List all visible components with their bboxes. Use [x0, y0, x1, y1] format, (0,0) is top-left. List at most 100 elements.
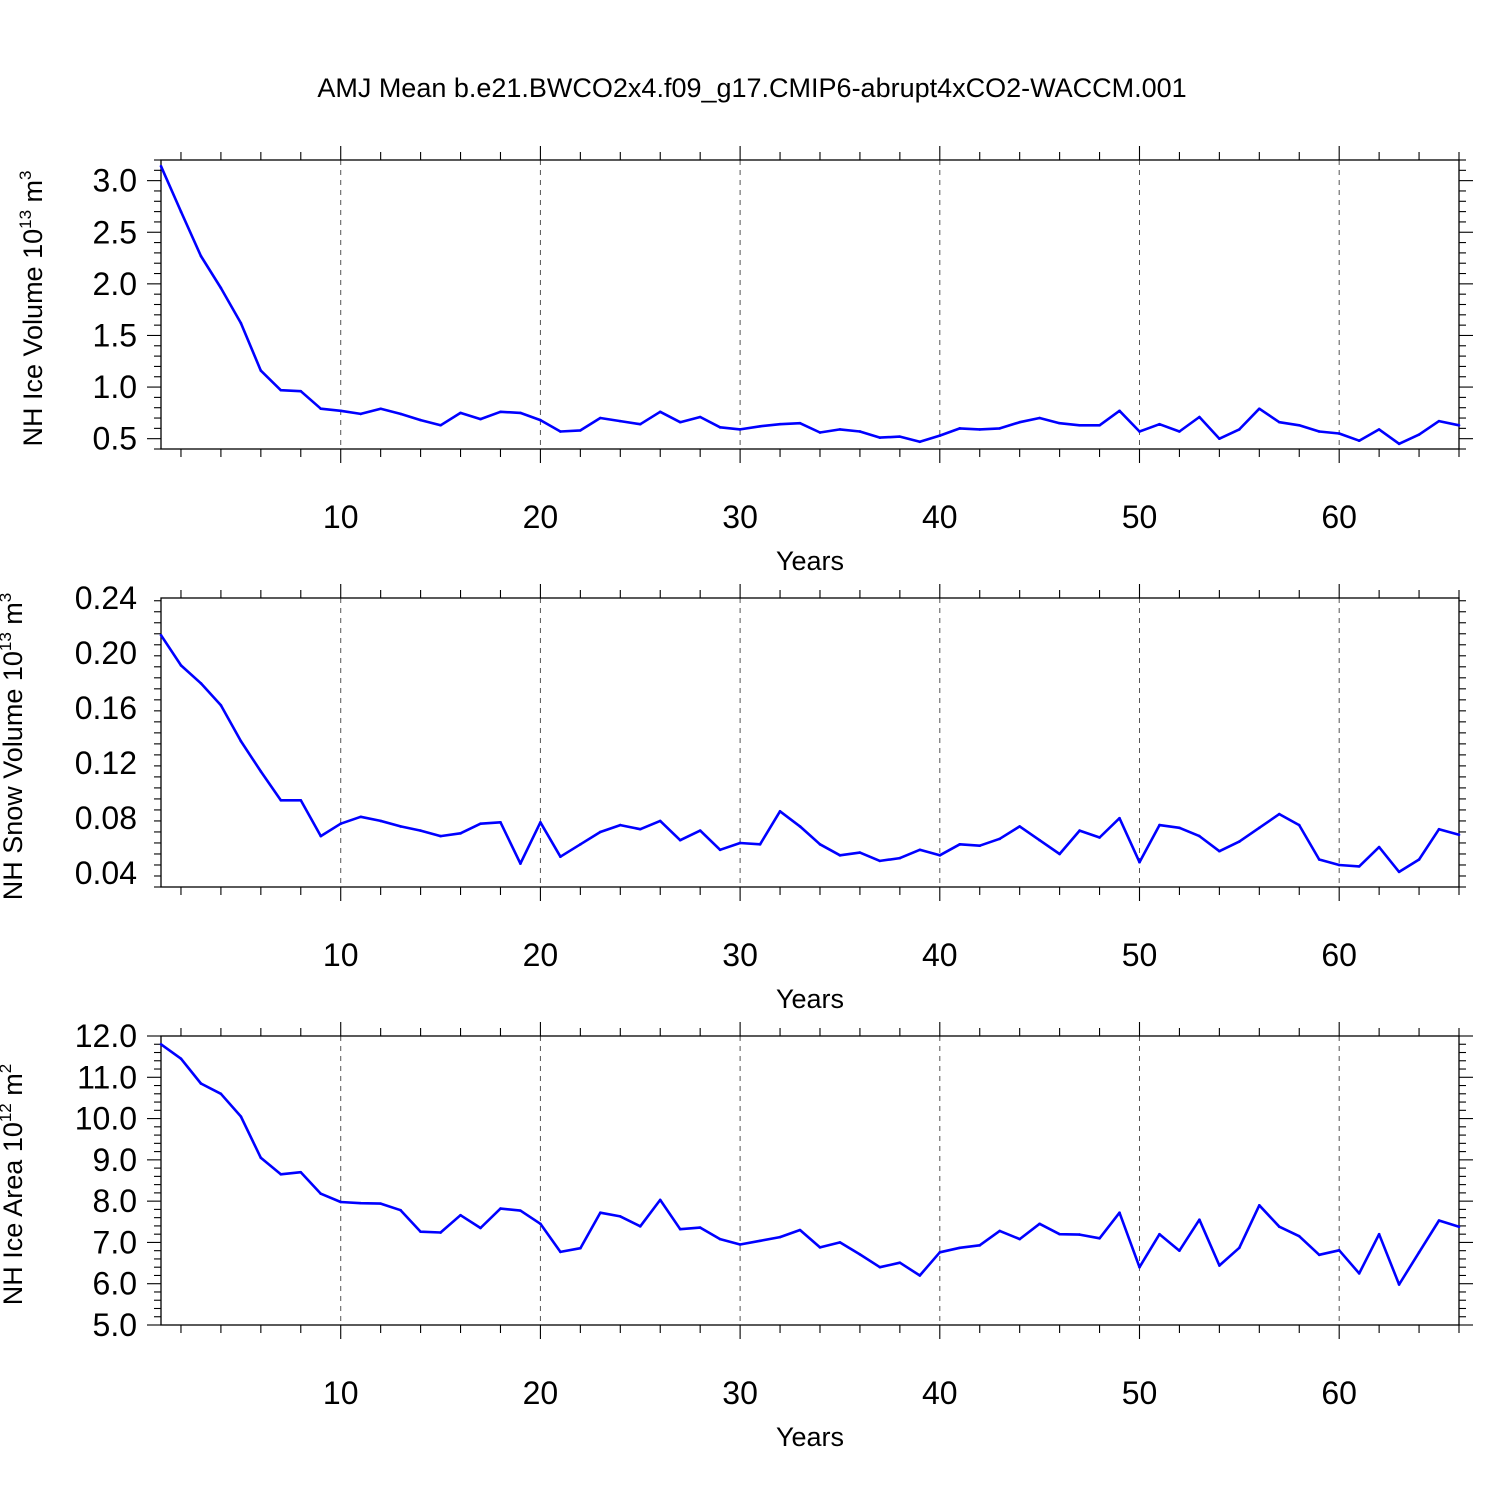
- data-point: [239, 1115, 243, 1118]
- x-tick-label: 10: [323, 937, 359, 973]
- data-point: [439, 834, 442, 838]
- data-point: [1397, 442, 1401, 446]
- data-point: [279, 799, 283, 802]
- data-point: [1437, 827, 1441, 831]
- data-point: [658, 410, 662, 414]
- data-point: [678, 420, 682, 424]
- data-point: [439, 423, 442, 427]
- data-point: [698, 415, 702, 419]
- data-point: [179, 210, 183, 213]
- y-tick-label: 3.0: [93, 163, 137, 199]
- data-point: [1437, 1219, 1441, 1222]
- data-point: [858, 1253, 862, 1256]
- x-tick-label: 20: [523, 1375, 559, 1411]
- data-point: [858, 430, 862, 433]
- data-point: [1098, 423, 1101, 427]
- data-point: [219, 286, 223, 290]
- data-point: [1138, 1265, 1141, 1269]
- data-point: [1377, 845, 1381, 849]
- y-tick-label: 0.04: [75, 855, 137, 891]
- data-point: [1118, 409, 1121, 413]
- data-point: [1158, 422, 1161, 426]
- data-point: [239, 739, 243, 743]
- data-point: [339, 1200, 343, 1204]
- data-point: [579, 1246, 582, 1250]
- data-point: [698, 1226, 702, 1229]
- data-point: [199, 254, 203, 258]
- data-point: [998, 837, 1002, 841]
- data-point: [499, 1207, 502, 1210]
- data-point: [638, 827, 642, 831]
- y-tick-label: 10.0: [75, 1101, 137, 1137]
- data-point: [379, 819, 382, 823]
- data-point: [1218, 437, 1221, 440]
- x-tick-label: 30: [722, 1375, 758, 1411]
- data-point: [978, 428, 982, 431]
- x-tick-label: 40: [922, 937, 958, 973]
- x-tick-label: 40: [922, 499, 958, 535]
- data-point: [1357, 865, 1361, 868]
- data-point: [379, 1202, 382, 1205]
- data-point: [1098, 1237, 1101, 1240]
- y-tick-label: 7.0: [93, 1224, 137, 1260]
- data-point: [339, 409, 343, 413]
- data-point: [618, 419, 622, 423]
- data-point: [559, 855, 562, 859]
- data-point: [738, 428, 742, 431]
- data-point: [539, 1222, 542, 1226]
- panel-snow-volume: 10 20 30 40 50 60 0.04 0.08 0.12 0.16 0.20 0.24 Year…: [0, 580, 1466, 1014]
- data-point: [738, 1243, 742, 1246]
- y-tick-label: 12.0: [75, 1018, 137, 1054]
- data-point: [1118, 1211, 1121, 1215]
- data-point: [1457, 423, 1461, 427]
- data-point: [459, 832, 462, 835]
- data-point: [1138, 860, 1141, 864]
- data-point: [559, 430, 562, 433]
- y-axis-title: NH Ice Area 1012 m2: [0, 1064, 28, 1305]
- data-point: [1317, 430, 1321, 433]
- data-point: [778, 422, 782, 426]
- data-point: [559, 1250, 562, 1254]
- data-point: [419, 1230, 422, 1233]
- data-point: [199, 1082, 203, 1085]
- data-point: [998, 1229, 1002, 1233]
- data-point: [818, 1246, 822, 1249]
- data-point: [858, 851, 862, 854]
- data-point: [978, 844, 982, 848]
- data-point: [1058, 421, 1061, 425]
- data-point: [878, 1265, 882, 1269]
- data-point: [1178, 1249, 1181, 1252]
- data-point: [798, 825, 802, 828]
- data-point: [1397, 1283, 1401, 1286]
- data-point: [1377, 428, 1381, 431]
- figure-title: AMJ Mean b.e21.BWCO2x4.f09_g17.CMIP6-abr…: [317, 73, 1186, 103]
- data-point: [1277, 812, 1281, 816]
- data-point: [179, 664, 183, 667]
- x-tick-label: 50: [1122, 499, 1158, 535]
- data-point: [1377, 1232, 1381, 1236]
- data-point: [359, 412, 362, 416]
- data-point: [1297, 1234, 1301, 1238]
- data-point: [239, 321, 243, 325]
- data-point: [838, 854, 842, 857]
- y-axis-title: NH Snow Volume 1013 m3: [0, 593, 28, 901]
- data-point: [798, 1228, 802, 1232]
- x-tick-label: 10: [323, 499, 359, 535]
- data-point: [818, 431, 822, 434]
- data-point: [1158, 1232, 1161, 1236]
- data-point: [599, 830, 602, 834]
- data-point: [599, 416, 602, 420]
- data-point: [1038, 838, 1041, 842]
- data-point: [938, 434, 942, 437]
- data-point: [179, 1057, 183, 1061]
- data-point: [1357, 439, 1361, 443]
- y-tick-label: 0.20: [75, 635, 137, 671]
- data-point: [599, 1211, 602, 1215]
- data-point: [219, 704, 223, 707]
- data-point: [199, 682, 203, 685]
- series-line: [159, 634, 1460, 874]
- data-point: [958, 843, 962, 846]
- data-point: [1038, 416, 1041, 420]
- data-point: [1357, 1272, 1361, 1275]
